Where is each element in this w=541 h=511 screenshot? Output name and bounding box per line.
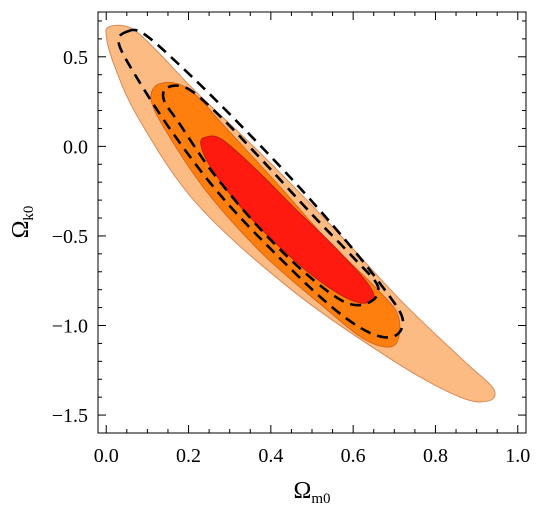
y-axis-label: Ωk0 xyxy=(8,206,37,239)
x-tick-label: 0.0 xyxy=(94,445,119,467)
x-tick-label: 0.4 xyxy=(258,445,283,467)
plot-border xyxy=(97,11,527,434)
tick-labels: 0.0 0.2 0.4 0.6 0.8 1.0 0.5 0.0 −0.5 −1.0 −1.5 xyxy=(52,47,531,467)
confidence-regions xyxy=(105,24,496,403)
y-tick-label: −1.0 xyxy=(52,316,88,338)
y-tick-label: −0.5 xyxy=(52,226,88,248)
y-tick-label: 0.0 xyxy=(63,136,88,158)
x-tick-label: 1.0 xyxy=(505,445,530,467)
y-tick-label: 0.5 xyxy=(63,47,88,69)
x-tick-label: 0.2 xyxy=(176,445,201,467)
x-axis-label: Ωm0 xyxy=(293,478,330,507)
axis-ticks xyxy=(98,12,526,433)
x-tick-label: 0.6 xyxy=(341,445,366,467)
dashed-contour-outer xyxy=(117,28,405,339)
x-tick-label: 0.8 xyxy=(423,445,448,467)
plot-frame xyxy=(97,11,527,434)
y-tick-label: −1.5 xyxy=(52,405,88,427)
dashed-contour-inner xyxy=(161,84,380,307)
dashed-contours xyxy=(117,28,405,339)
region-1-sigma xyxy=(200,135,375,304)
